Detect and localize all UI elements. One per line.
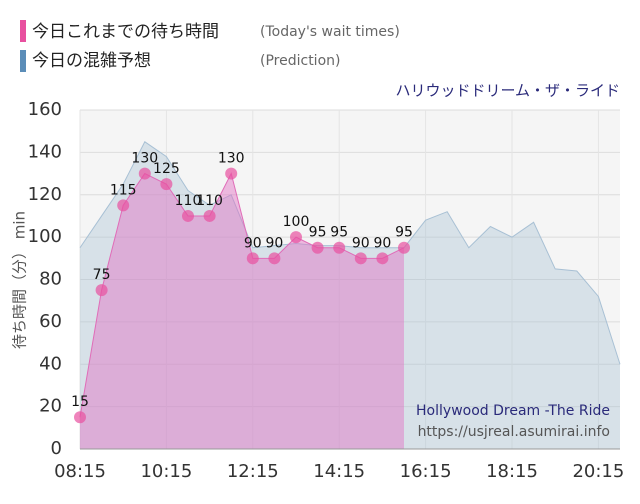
data-label: 110 bbox=[175, 193, 202, 209]
data-point bbox=[290, 231, 302, 244]
y-tick-label: 160 bbox=[28, 99, 62, 120]
data-label: 90 bbox=[244, 235, 262, 251]
data-point bbox=[354, 252, 367, 265]
annotation: Hollywood Dream -The Ride bbox=[416, 403, 610, 419]
data-label: 90 bbox=[352, 235, 370, 251]
x-tick-label: 16:15 bbox=[400, 461, 452, 482]
data-point bbox=[246, 252, 259, 265]
x-tick-label: 18:15 bbox=[486, 461, 538, 482]
series-line bbox=[79, 172, 405, 418]
data-point bbox=[398, 241, 410, 254]
x-tick-label: 12:15 bbox=[227, 461, 279, 482]
legend-label: 今日の混雑予想 bbox=[32, 51, 151, 71]
y-tick-label: 140 bbox=[28, 141, 62, 162]
x-tick-label: 20:15 bbox=[572, 461, 624, 482]
data-point bbox=[333, 241, 346, 254]
y-tick-label: 80 bbox=[39, 269, 62, 290]
data-point bbox=[160, 178, 173, 191]
legend-note: (Today's wait times) bbox=[260, 24, 400, 40]
data-point bbox=[182, 209, 194, 222]
data-point bbox=[268, 252, 281, 265]
x-tick-label: 10:15 bbox=[140, 461, 192, 482]
legend-swatch bbox=[20, 50, 26, 72]
data-label: 75 bbox=[93, 267, 111, 283]
data-label: 90 bbox=[373, 235, 391, 251]
y-tick-label: 20 bbox=[39, 396, 62, 417]
series-area bbox=[80, 141, 620, 449]
data-point bbox=[225, 167, 238, 180]
data-label: 115 bbox=[110, 182, 137, 198]
legend-note: (Prediction) bbox=[260, 53, 340, 69]
series-area bbox=[80, 173, 404, 449]
data-point bbox=[95, 284, 108, 297]
y-tick-label: 60 bbox=[39, 311, 62, 332]
data-label: 90 bbox=[265, 235, 283, 251]
data-point bbox=[117, 199, 130, 212]
foreground: 0 20 40 60 80 100 120 140 160 08:15 10:15 12:15 14:1… bbox=[28, 99, 625, 482]
legend-swatch bbox=[20, 20, 26, 42]
data-label: 95 bbox=[330, 225, 348, 241]
data-label: 100 bbox=[283, 214, 310, 230]
data-label: 130 bbox=[131, 151, 158, 167]
chart-title: ハリウッドドリーム・ザ・ライド bbox=[395, 82, 620, 100]
y-tick-label: 120 bbox=[28, 184, 62, 205]
data-point bbox=[311, 241, 324, 254]
data-label: 95 bbox=[395, 225, 413, 241]
data-label: 130 bbox=[218, 151, 245, 167]
data-point bbox=[74, 411, 86, 424]
legend-label: 今日これまでの待ち時間 bbox=[32, 22, 219, 42]
grid bbox=[79, 109, 620, 450]
data-point bbox=[376, 252, 389, 265]
data-point bbox=[138, 167, 151, 180]
data-label: 95 bbox=[309, 225, 327, 241]
areas bbox=[79, 141, 621, 449]
data-label: 110 bbox=[196, 193, 223, 209]
y-tick-label: 0 bbox=[51, 438, 62, 459]
x-tick-label: 14:15 bbox=[313, 461, 365, 482]
x-tick-label: 08:15 bbox=[54, 461, 106, 482]
y-axis-label: 待ち時間（分） min bbox=[11, 211, 29, 349]
y-tick-label: 100 bbox=[28, 226, 62, 247]
series-line bbox=[79, 141, 621, 365]
annotation: https://usjreal.asumirai.info bbox=[418, 424, 610, 440]
y-tick-label: 40 bbox=[39, 353, 62, 374]
data-label: 125 bbox=[153, 161, 180, 177]
data-label: 15 bbox=[71, 394, 89, 410]
data-point bbox=[203, 209, 216, 222]
